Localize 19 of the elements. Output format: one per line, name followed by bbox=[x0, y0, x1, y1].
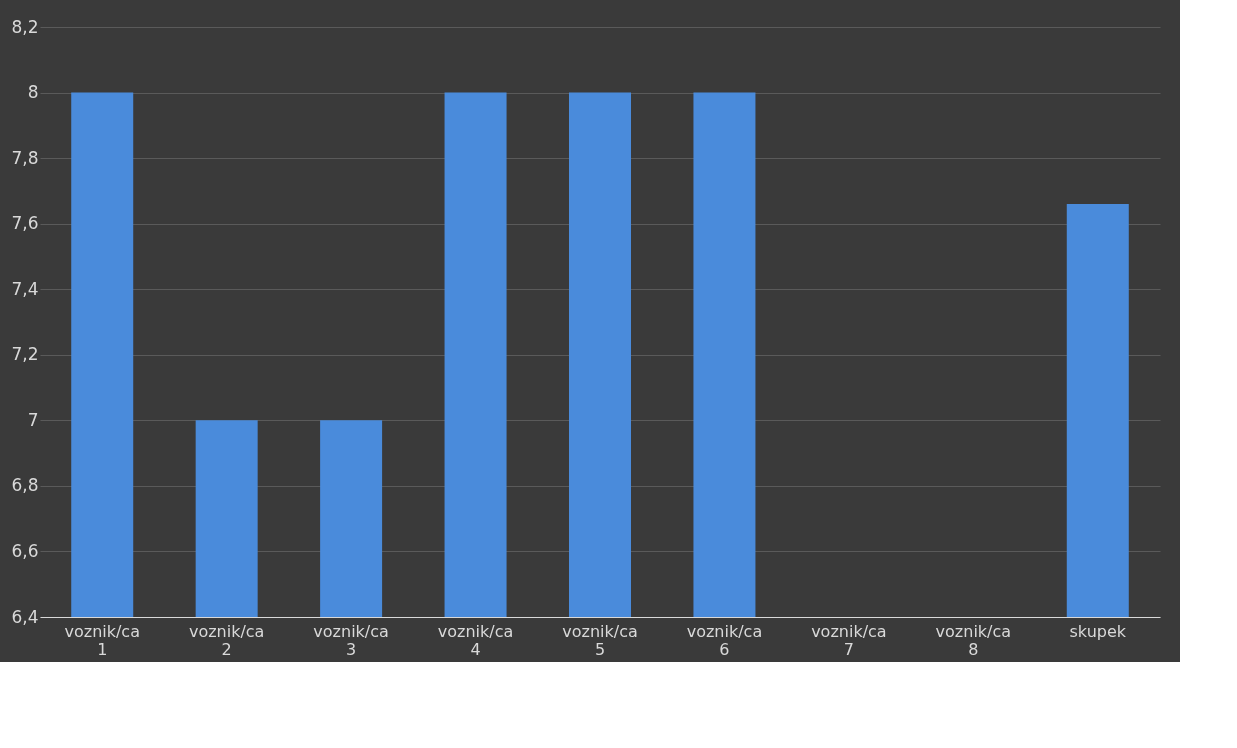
y-tick-label: 7,2 bbox=[11, 344, 39, 365]
x-tick-label: skupek bbox=[1069, 621, 1127, 641]
x-tick-label: voznik/ca 5 bbox=[562, 621, 638, 659]
x-tick-label: voznik/ca 1 bbox=[64, 621, 140, 659]
y-tick-label: 7,4 bbox=[11, 278, 39, 299]
x-tick-label: voznik/ca 7 bbox=[811, 621, 887, 659]
x-tick-label: voznik/ca 6 bbox=[686, 621, 763, 659]
y-tick-label: 6,8 bbox=[11, 475, 39, 496]
x-tick-label: voznik/ca 2 bbox=[188, 621, 265, 659]
y-tick-label: 7 bbox=[27, 409, 39, 430]
y-tick-label: 6,4 bbox=[11, 606, 39, 627]
y-tick-label: 7,8 bbox=[11, 147, 39, 168]
x-tick-label: voznik/ca 4 bbox=[437, 621, 514, 659]
y-tick-label: 8 bbox=[27, 82, 39, 103]
y-tick-label: 7,6 bbox=[11, 213, 39, 234]
y-tick-label: 6,6 bbox=[11, 540, 39, 561]
x-tick-label: voznik/ca 8 bbox=[935, 621, 1012, 659]
x-tick-label: voznik/ca 3 bbox=[313, 621, 389, 659]
y-tick-label: 8,2 bbox=[11, 16, 39, 37]
